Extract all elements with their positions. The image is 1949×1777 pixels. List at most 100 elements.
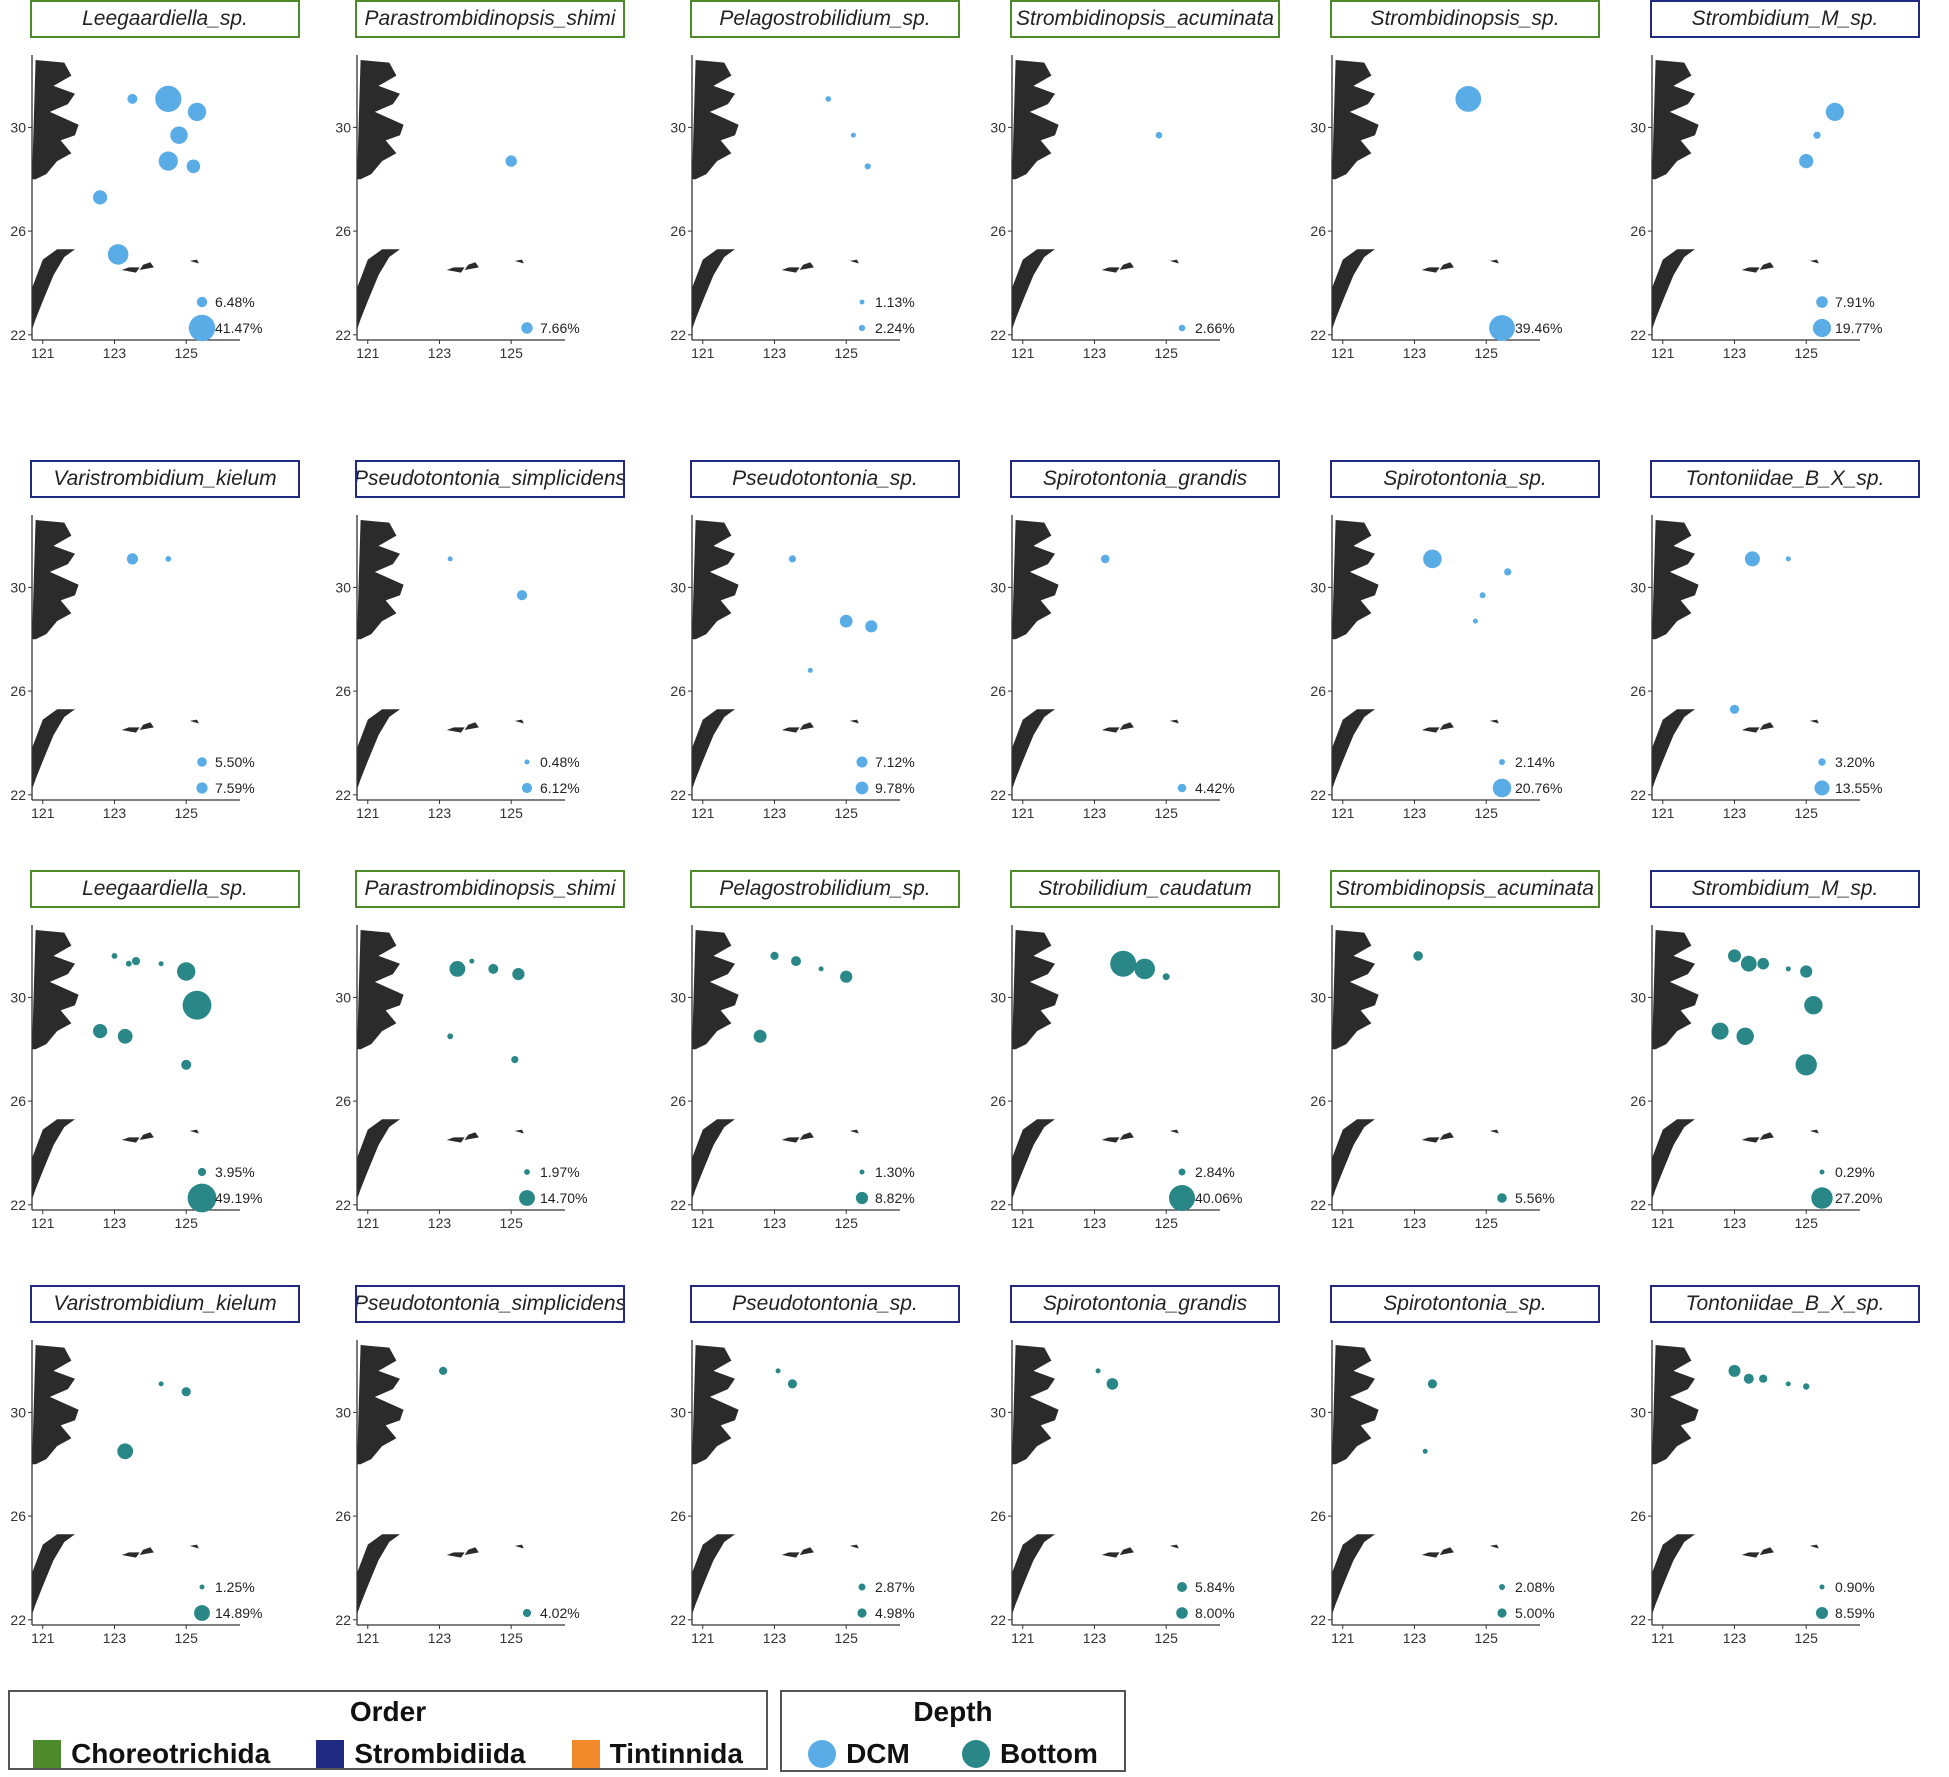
abundance-point (447, 556, 453, 562)
abundance-point (1728, 1364, 1741, 1377)
abundance-point (447, 1033, 454, 1040)
map-plot: 121 123 125 30 26 22 0.29% 27.20% (1630, 925, 1882, 1231)
y-tick-label: 30 (10, 989, 26, 1005)
mainland-shape (1012, 520, 1059, 640)
x-tick-label: 121 (691, 1630, 715, 1646)
legend-dot (961, 1740, 990, 1768)
x-tick-label: 123 (428, 345, 452, 361)
size-legend-point (1178, 1168, 1186, 1176)
y-tick-label: 30 (990, 989, 1006, 1005)
abundance-point (807, 667, 813, 673)
y-tick-label: 22 (990, 787, 1006, 803)
y-tick-label: 22 (990, 1197, 1006, 1213)
x-tick-label: 123 (103, 1630, 127, 1646)
map-panel: Spirotontonia_grandis 121 123 125 30 26 22 5.84… (990, 1285, 1310, 1715)
map-plot: 121 123 125 30 26 22 39.46% (1310, 55, 1562, 361)
species-label: Strombidium_M_sp. (1650, 870, 1920, 908)
depth-legend-label: DCM (846, 1738, 910, 1769)
abundance-point (1744, 551, 1760, 567)
abundance-point (1759, 1374, 1768, 1383)
island-shape (781, 267, 800, 273)
abundance-point (181, 1387, 191, 1397)
map-panel: Pseudotontonia_sp. 121 123 125 30 26 22 2.87% 4.… (670, 1285, 990, 1715)
taiwan-shape (1012, 1534, 1055, 1620)
x-tick-label: 125 (175, 805, 199, 821)
x-tick-label: 125 (1475, 345, 1499, 361)
order-legend-label: Choreotrichida (71, 1738, 271, 1769)
map-plot: 121 123 125 30 26 22 1.97% 14.70% (335, 925, 587, 1231)
map-panel: Varistrombidium_kielum 121 123 125 30 26 22 1.2… (10, 1285, 330, 1715)
abundance-point (1711, 1022, 1729, 1040)
y-tick-label: 26 (1630, 683, 1646, 699)
abundance-point (788, 555, 796, 563)
abundance-point (1757, 957, 1769, 970)
order-legend-item: Strombidiida (316, 1738, 526, 1770)
y-tick-label: 26 (10, 223, 26, 239)
x-tick-label: 121 (1011, 1630, 1035, 1646)
size-legend-point (1176, 1607, 1188, 1619)
island-shape (464, 1132, 479, 1140)
species-label: Pelagostrobilidium_sp. (690, 870, 960, 908)
abundance-point (1800, 965, 1813, 978)
size-legend-label: 8.00% (1195, 1605, 1235, 1621)
abundance-point (1162, 973, 1170, 981)
y-tick-label: 26 (990, 223, 1006, 239)
island-shape (781, 1137, 800, 1143)
island-shape (446, 1137, 465, 1143)
size-legend-point (1816, 296, 1828, 308)
x-tick-label: 121 (691, 805, 715, 821)
map-panel: Pelagostrobilidium_sp. 121 123 125 30 26 22 1.3… (670, 870, 990, 1300)
size-legend-label: 4.02% (540, 1605, 580, 1621)
island-shape (121, 1137, 140, 1143)
species-label: Leegaardiella_sp. (30, 870, 300, 908)
island-shape (121, 727, 140, 733)
y-tick-label: 22 (1310, 1612, 1326, 1628)
y-tick-label: 30 (10, 1404, 26, 1420)
map-plot: 121 123 125 30 26 22 4.02% (335, 1340, 580, 1646)
size-legend-point (856, 756, 868, 768)
mainland-shape (692, 60, 739, 180)
mainland-shape (1012, 1345, 1059, 1465)
x-tick-label: 123 (1083, 1215, 1107, 1231)
species-label: Tontoniidae_B_X_sp. (1650, 1285, 1920, 1323)
abundance-point (181, 1059, 192, 1070)
mainland-shape (1332, 1345, 1379, 1465)
size-legend-point (1497, 1608, 1507, 1618)
x-tick-label: 121 (691, 345, 715, 361)
y-tick-label: 26 (1630, 223, 1646, 239)
size-legend-point (1499, 759, 1505, 765)
mainland-shape (1652, 520, 1699, 640)
size-legend-point (521, 322, 533, 334)
size-legend-point (194, 1605, 210, 1621)
taiwan-shape (1332, 249, 1375, 335)
map-plot: 121 123 125 30 26 22 5.56% (1310, 925, 1555, 1231)
x-tick-label: 121 (31, 1215, 55, 1231)
x-tick-label: 125 (500, 1215, 524, 1231)
x-tick-label: 121 (31, 345, 55, 361)
y-tick-label: 30 (670, 579, 686, 595)
species-label: Strombidinopsis_sp. (1330, 0, 1600, 38)
x-tick-label: 125 (835, 1630, 859, 1646)
island-shape (446, 267, 465, 273)
island-shape (1421, 1137, 1440, 1143)
order-legend-items: Choreotrichida Strombidiida Tintinnida (10, 1738, 766, 1770)
size-legend-label: 8.59% (1835, 1605, 1875, 1621)
island-shape (1169, 1129, 1179, 1134)
map-panel: Parastrombidinopsis_shimi 121 123 125 30 26 22… (335, 0, 655, 430)
abundance-point (1422, 1448, 1428, 1454)
abundance-point (439, 1366, 448, 1375)
legend-swatch (571, 1740, 600, 1768)
island-shape (139, 1132, 154, 1140)
abundance-point (787, 1379, 797, 1389)
size-legend-label: 1.25% (215, 1579, 255, 1595)
island-shape (849, 1129, 859, 1134)
map-plot: 121 123 125 30 26 22 3.20% 13.55% (1630, 515, 1882, 821)
depth-legend-item: Bottom (961, 1738, 1098, 1770)
abundance-point (1803, 1383, 1810, 1390)
island-shape (1101, 1137, 1120, 1143)
size-legend-label: 5.50% (215, 754, 255, 770)
mainland-shape (1332, 60, 1379, 180)
island-shape (189, 719, 199, 724)
size-legend-point (1819, 1169, 1825, 1175)
abundance-point (840, 970, 853, 983)
